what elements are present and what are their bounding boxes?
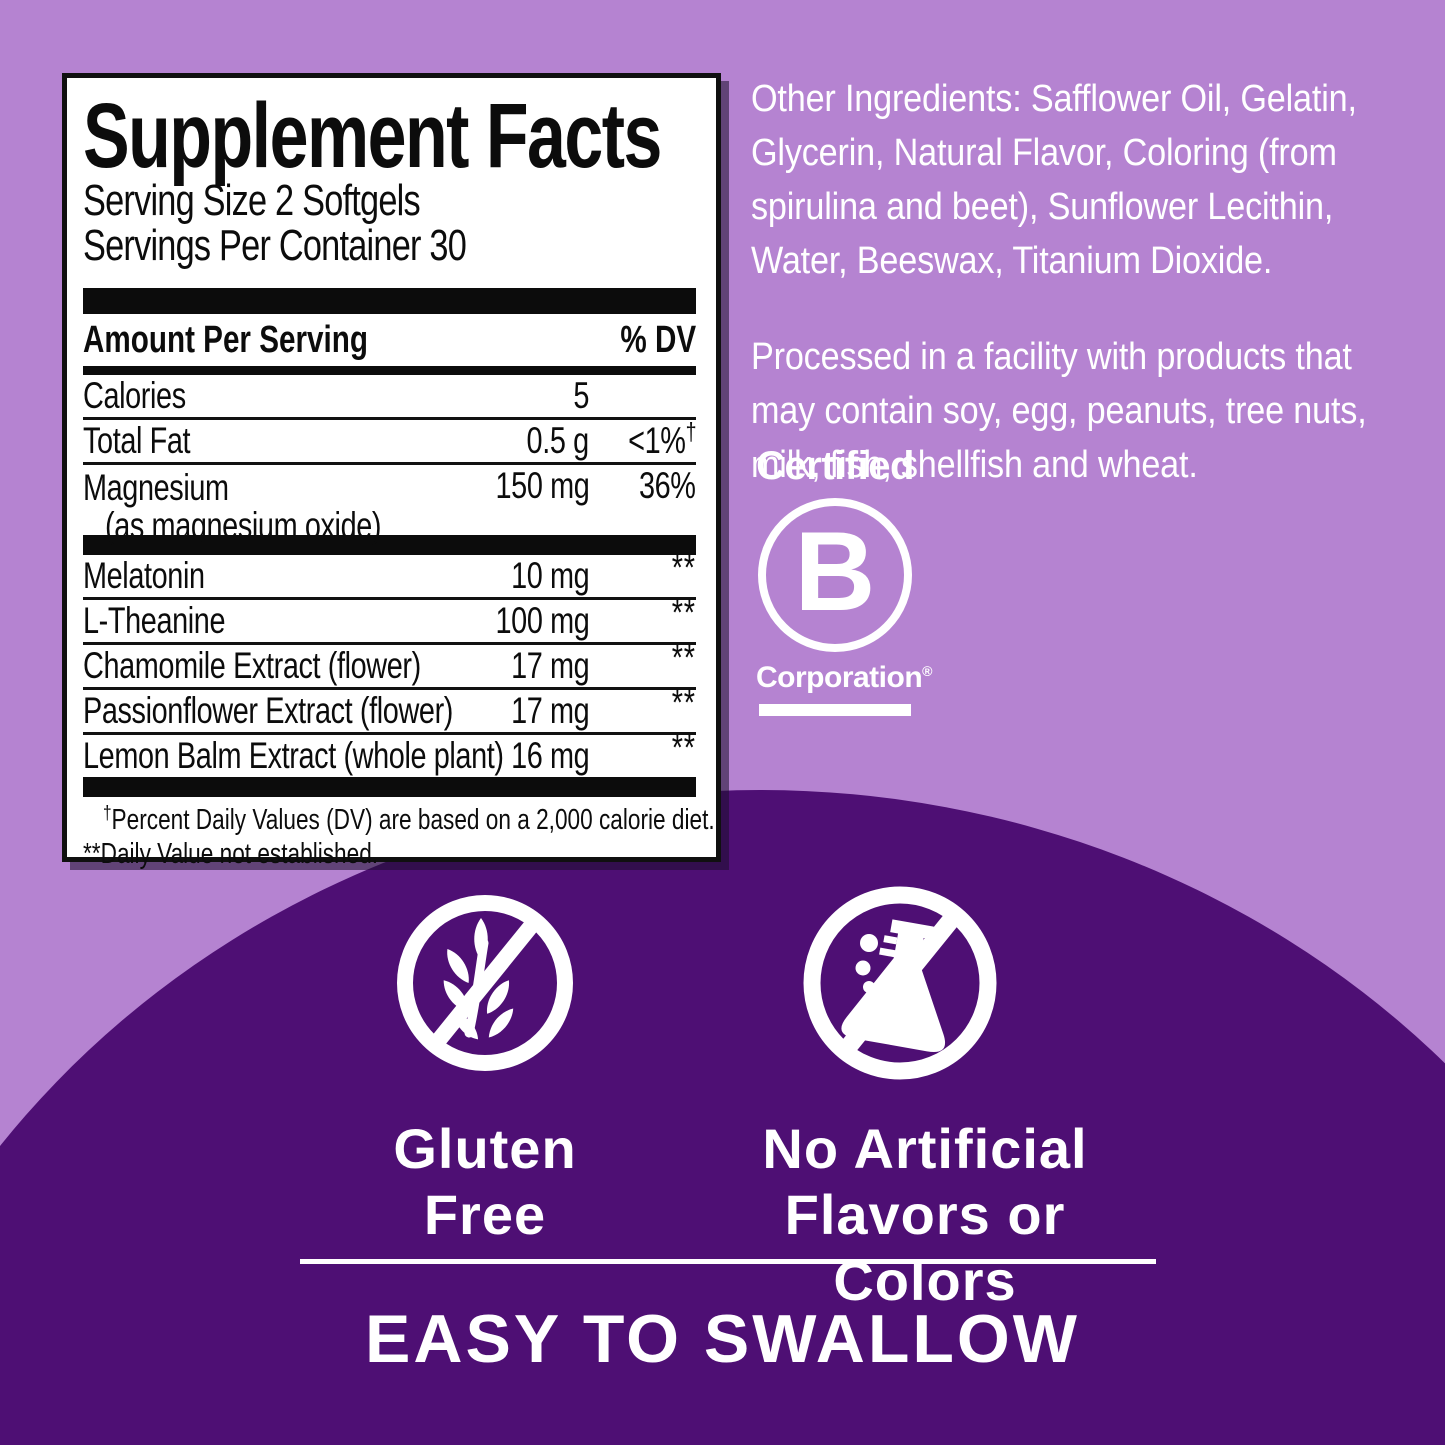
panel-title: Supplement Facts [83, 85, 662, 187]
nutrient-amount: 100 mg [495, 600, 589, 641]
nutrient-name: L-Theanine [83, 600, 226, 641]
gluten-free-icon [397, 895, 573, 1071]
section-bar [83, 288, 696, 314]
nutrient-dv: ** [671, 637, 696, 678]
row-divider [83, 597, 696, 600]
percent-dv-label: % DV [620, 318, 696, 361]
nutrient-amount: 150 mg [495, 465, 589, 506]
footnote-stars: **Daily Value not established. [83, 838, 379, 870]
footer-divider [300, 1259, 1156, 1264]
prohibition-slash [837, 908, 963, 1058]
footnotes: †Percent Daily Values (DV) are based on … [83, 802, 715, 870]
row-divider [83, 462, 696, 465]
nutrient-row-melatonin: Melatonin 10 mg ** [83, 547, 696, 597]
footnote-dv: †Percent Daily Values (DV) are based on … [103, 802, 715, 836]
servings-per-container: Servings Per Container 30 [83, 221, 467, 270]
b-corp-letter: B [794, 509, 876, 634]
nutrient-name: Lemon Balm Extract (whole plant) [83, 735, 504, 776]
nutrient-name: Magnesium [83, 467, 229, 508]
nutrient-amount: 10 mg [510, 555, 590, 596]
nutrient-dv: ** [671, 682, 696, 723]
nutrient-subname: (as magnesium oxide) [105, 505, 382, 546]
nutrient-amount: 17 mg [510, 690, 590, 731]
section-bar [83, 777, 696, 797]
nutrient-name: Calories [83, 375, 186, 416]
amount-per-serving-label: Amount Per Serving [83, 318, 368, 361]
nutrient-dv: 36% [639, 465, 696, 506]
nutrient-name: Chamomile Extract (flower) [83, 645, 421, 686]
bubble [855, 960, 871, 976]
nutrient-name: Melatonin [83, 555, 205, 596]
row-divider [83, 417, 696, 420]
bubble [860, 934, 878, 952]
prohibition-circle [397, 895, 573, 1071]
allergen-notice-text: Processed in a facility with products th… [751, 336, 1367, 486]
b-corp-circle-icon: B [758, 498, 912, 652]
header-bar [83, 366, 696, 375]
nutrient-amount: 17 mg [510, 645, 590, 686]
supplement-facts-panel: Supplement Facts Serving Size 2 Softgels… [62, 73, 721, 870]
prohibition-slash [428, 915, 542, 1051]
nutrient-row-lemon-balm: Lemon Balm Extract (whole plant) 16 mg *… [83, 727, 696, 777]
nutrient-row-l-theanine: L-Theanine 100 mg ** [83, 592, 696, 642]
nutrient-amount: 0.5 g [526, 420, 590, 461]
b-corp-underline [759, 704, 911, 716]
nutrient-row-chamomile: Chamomile Extract (flower) 17 mg ** [83, 637, 696, 687]
b-corp-corporation-label: Corporation® [756, 661, 932, 694]
row-divider [83, 732, 696, 735]
row-divider [83, 642, 696, 645]
nutrient-row-magnesium: Magnesium (as magnesium oxide) 150 mg 36… [83, 465, 696, 544]
section-bar [83, 535, 696, 555]
b-corp-certified-label: Certified [756, 444, 914, 488]
gluten-free-label: Gluten Free [393, 1117, 577, 1246]
serving-size: Serving Size 2 Softgels [83, 176, 421, 225]
nutrient-row-passionflower: Passionflower Extract (flower) 17 mg ** [83, 682, 696, 732]
amount-header-row: Amount Per Serving % DV [83, 314, 696, 366]
nutrient-row-total-fat: Total Fat 0.5 g <1%† [83, 418, 696, 462]
nutrient-amount: 16 mg [510, 735, 590, 776]
row-divider [83, 687, 696, 690]
nutrient-amount: 5 [573, 375, 589, 416]
other-ingredients-text: Other Ingredients: Safflower Oil, Gelati… [751, 78, 1357, 282]
registered-mark: ® [922, 663, 932, 679]
nutrient-row-calories: Calories 5 [83, 375, 696, 417]
prohibition-circle [803, 886, 997, 1080]
right-column: Other Ingredients: Safflower Oil, Gelati… [751, 72, 1372, 492]
nutrient-name: Passionflower Extract (flower) [83, 690, 454, 731]
easy-to-swallow-text: EASY TO SWALLOW [365, 1301, 1080, 1377]
no-artificial-label: No Artificial Flavors or Colors [762, 1117, 1088, 1312]
nutrient-dv: <1%† [628, 418, 696, 461]
no-artificial-icon [803, 886, 997, 1080]
nutrient-dv: ** [671, 727, 696, 768]
bubble [863, 981, 875, 993]
nutrient-name: Total Fat [83, 420, 191, 461]
b-corp-logo: Certified B Corporation® [756, 444, 932, 716]
nutrient-dv: ** [671, 592, 696, 633]
nutrient-dv: ** [671, 547, 696, 588]
